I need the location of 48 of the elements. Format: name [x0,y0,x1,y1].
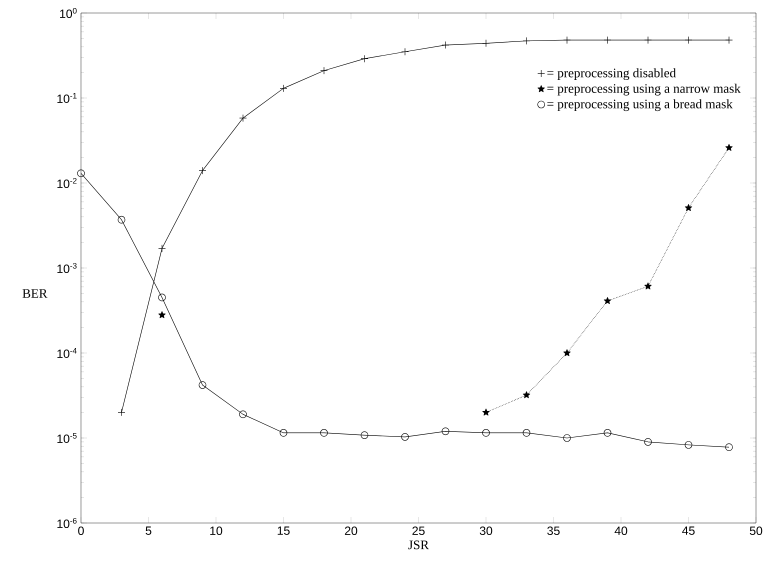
x-tick-label: 40 [614,526,628,536]
legend-label: = preprocessing using a bread mask [547,99,733,112]
x-tick-label: 45 [682,526,695,535]
point [360,431,368,439]
point [158,294,166,302]
point [118,216,126,224]
point [684,204,692,211]
point [239,410,247,418]
point [198,381,206,389]
x-axis-title: JSR [408,540,429,550]
x-tick-label: 10 [210,526,222,536]
point [320,429,328,437]
y-axis-title: BER [22,289,48,298]
x-tick-label: 50 [750,526,762,536]
x-tick-label: 30 [480,526,492,536]
y-tick-label: 10$^{-2}$ [57,178,77,188]
y-tick-label: 10$^{-1}$ [57,93,77,103]
x-tick-label: 5 [146,526,152,535]
legend-label: = preprocessing using a narrow mask [547,84,741,96]
y-tick-label: 10$^{-3}$ [57,262,77,274]
point [644,438,652,446]
x-tick-label: 25 [412,526,425,536]
x-tick-label: 35 [547,526,560,536]
point [725,443,733,451]
y-tick-label: 10$^{-6}$ [57,518,77,528]
point [401,433,409,441]
point [644,282,652,290]
legend-label: = preprocessing disabled [547,68,676,80]
y-tick-label: 10$^{-4}$ [57,348,77,358]
x-tick-label: 15 [278,526,290,535]
point [522,391,530,398]
point [158,311,166,318]
point [604,297,612,304]
point [563,349,571,356]
y-tick-label: 10$^{0}$ [60,8,77,18]
point [482,408,490,416]
point [442,427,450,436]
point [280,429,288,437]
point [604,429,612,437]
point [725,144,733,151]
y-tick-label: 10$^{-5}$ [57,433,77,443]
point [77,170,85,178]
x-tick-label: 0 [78,526,84,536]
x-tick-label: 20 [344,526,358,536]
point [563,434,571,442]
point [482,429,490,437]
point [522,429,530,437]
point [684,441,692,449]
